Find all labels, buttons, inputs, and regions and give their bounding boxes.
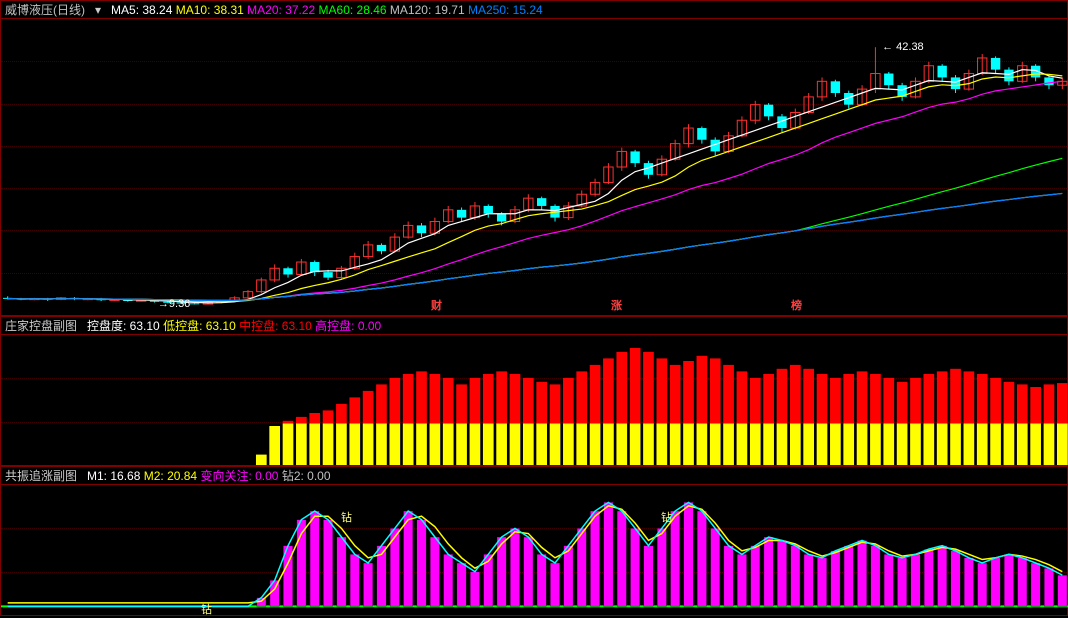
sub2-title: 共振追涨副图: [5, 467, 77, 485]
sub1-header: 庄家控盘副图 控盘度: 63.10 低控盘: 63.10 中控盘: 63.10 …: [1, 317, 1067, 335]
ma-labels: MA5: 38.24 MA10: 38.31 MA20: 37.22 MA60:…: [111, 1, 543, 19]
sub2-labels: M1: 16.68 M2: 20.84 变向关注: 0.00 钻2: 0.00: [87, 467, 331, 485]
stock-title: 威博液压(日线): [5, 1, 85, 19]
axis-tag: 涨: [611, 297, 622, 313]
main-chart-area[interactable]: ← 42.38 →9.36 财 涨 榜: [1, 19, 1067, 315]
price-high-label: ← 42.38: [882, 41, 924, 53]
zuan-label: 钻: [661, 509, 672, 525]
sub1-chart-area[interactable]: [1, 335, 1067, 465]
zuan-label: 钻: [341, 509, 352, 525]
sub1-labels: 控盘度: 63.10 低控盘: 63.10 中控盘: 63.10 高控盘: 0.…: [87, 317, 381, 335]
axis-tag: 财: [431, 297, 442, 313]
sub2-panel: 共振追涨副图 M1: 16.68 M2: 20.84 变向关注: 0.00 钻2…: [0, 466, 1068, 616]
sub2-chart-area[interactable]: 钻钻钻: [1, 485, 1067, 615]
chevron-down-icon[interactable]: ▾: [95, 1, 101, 19]
main-header: 威博液压(日线) ▾ MA5: 38.24 MA10: 38.31 MA20: …: [1, 1, 1067, 19]
sub2-header: 共振追涨副图 M1: 16.68 M2: 20.84 变向关注: 0.00 钻2…: [1, 467, 1067, 485]
zuan-label: 钻: [201, 601, 212, 617]
main-chart-panel: 威博液压(日线) ▾ MA5: 38.24 MA10: 38.31 MA20: …: [0, 0, 1068, 316]
sub1-title: 庄家控盘副图: [5, 317, 77, 335]
axis-tag: 榜: [791, 297, 802, 313]
price-low-label: →9.36: [158, 298, 190, 310]
sub1-panel: 庄家控盘副图 控盘度: 63.10 低控盘: 63.10 中控盘: 63.10 …: [0, 316, 1068, 466]
